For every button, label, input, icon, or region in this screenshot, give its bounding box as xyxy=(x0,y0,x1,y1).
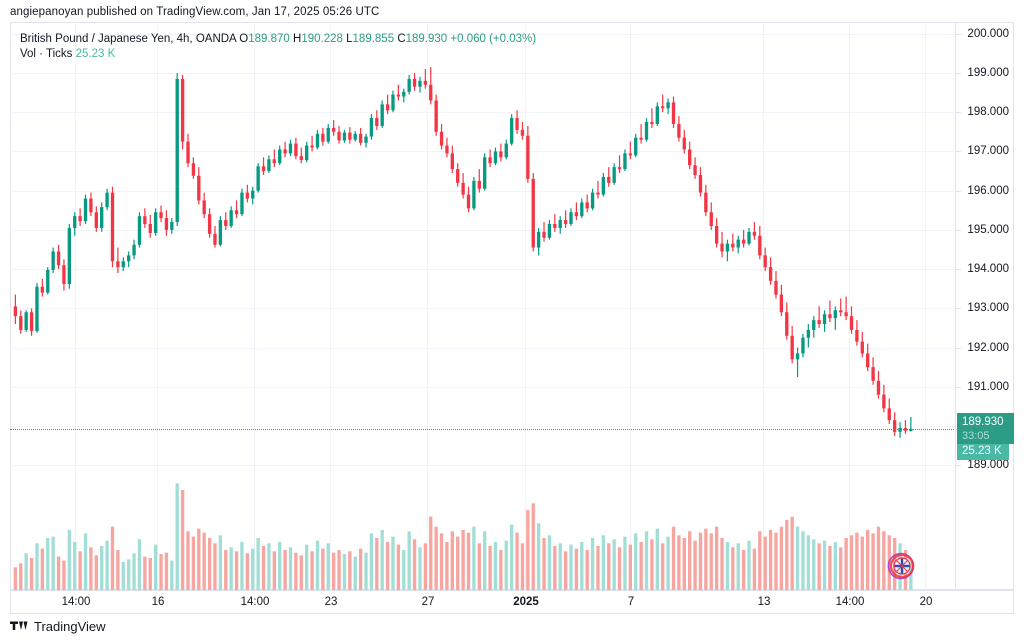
price-tick xyxy=(956,269,961,271)
gridline-horizontal xyxy=(10,112,954,114)
tradingview-logo-icon xyxy=(10,621,28,630)
candlestick-series xyxy=(13,67,913,590)
price-tick-label: 191.000 xyxy=(967,380,1009,393)
price-tick-label: 200.000 xyxy=(967,27,1009,40)
last-price-line xyxy=(10,428,954,430)
price-tick xyxy=(956,33,961,35)
gridline-vertical xyxy=(763,22,764,590)
price-tick-label: 193.000 xyxy=(967,302,1009,315)
time-scale[interactable]: 14:00 16 14:00 23 27 2025 7 13 14:00 20 xyxy=(10,590,1014,614)
price-scale[interactable]: 200.000 199.000 198.000 197.000 196.000 195.0… xyxy=(955,22,1014,590)
gridline-horizontal xyxy=(10,465,954,467)
gridline-vertical xyxy=(849,22,850,590)
time-tick-label: 23 xyxy=(324,596,338,608)
gridline-horizontal xyxy=(10,229,954,231)
price-tick xyxy=(956,190,961,192)
last-price-value: 189.930 xyxy=(962,415,1004,428)
time-tick-label: 20 xyxy=(919,596,933,608)
price-tick xyxy=(956,386,961,388)
gridline-horizontal xyxy=(10,33,954,35)
price-tick xyxy=(956,112,961,114)
gridline-vertical xyxy=(330,22,331,590)
time-tick-label: 14:00 xyxy=(240,596,270,608)
price-tick xyxy=(956,347,961,349)
gridline-vertical xyxy=(157,22,158,590)
attribution-text: angiepanoyan published on TradingView.co… xyxy=(10,6,380,18)
gridline-horizontal xyxy=(10,308,954,310)
time-tick-label: 14:00 xyxy=(61,596,91,608)
tradingview-logo-text: TradingView xyxy=(34,619,106,634)
price-tick-label: 196.000 xyxy=(967,184,1009,197)
gridline-horizontal xyxy=(10,151,954,153)
bar-countdown: 33:05 xyxy=(962,429,990,442)
price-tick xyxy=(956,308,961,310)
time-tick-label: 16 xyxy=(151,596,165,608)
price-tick-label: 198.000 xyxy=(967,106,1009,119)
price-tick-label: 195.000 xyxy=(967,223,1009,236)
price-tick-label: 197.000 xyxy=(967,145,1009,158)
gridline-horizontal xyxy=(10,190,954,192)
price-tick-label: 194.000 xyxy=(967,263,1009,276)
time-tick-label: 27 xyxy=(421,596,435,608)
gridline-vertical xyxy=(525,22,526,590)
time-tick-label: 13 xyxy=(757,596,771,608)
circle-crosshair-cursor-icon[interactable] xyxy=(886,551,916,581)
gridline-horizontal xyxy=(10,72,954,74)
last-price-badge: 189.930 33:05 xyxy=(957,412,1014,444)
time-tick-label: 2025 xyxy=(513,596,539,608)
price-tick xyxy=(956,72,961,74)
gridline-horizontal xyxy=(10,386,954,388)
gridline-horizontal xyxy=(10,347,954,349)
gridline-vertical xyxy=(254,22,255,590)
price-tick-label: 199.000 xyxy=(967,66,1009,79)
gridline-vertical xyxy=(427,22,428,590)
price-tick xyxy=(956,151,961,153)
gridline-vertical xyxy=(925,22,926,590)
price-tick xyxy=(956,465,961,467)
gridline-horizontal xyxy=(10,269,954,271)
tradingview-logo[interactable]: TradingView xyxy=(10,619,106,634)
price-tick xyxy=(956,229,961,231)
volume-badge: 25.23 K xyxy=(957,443,1009,460)
gridline-vertical xyxy=(75,22,76,590)
price-tick-label: 192.000 xyxy=(967,341,1009,354)
time-tick-label: 7 xyxy=(627,596,635,608)
gridline-vertical xyxy=(630,22,631,590)
price-tick-label: 189.000 xyxy=(967,459,1009,472)
chart-plot-area[interactable] xyxy=(10,22,954,590)
time-tick-label: 14:00 xyxy=(835,596,865,608)
